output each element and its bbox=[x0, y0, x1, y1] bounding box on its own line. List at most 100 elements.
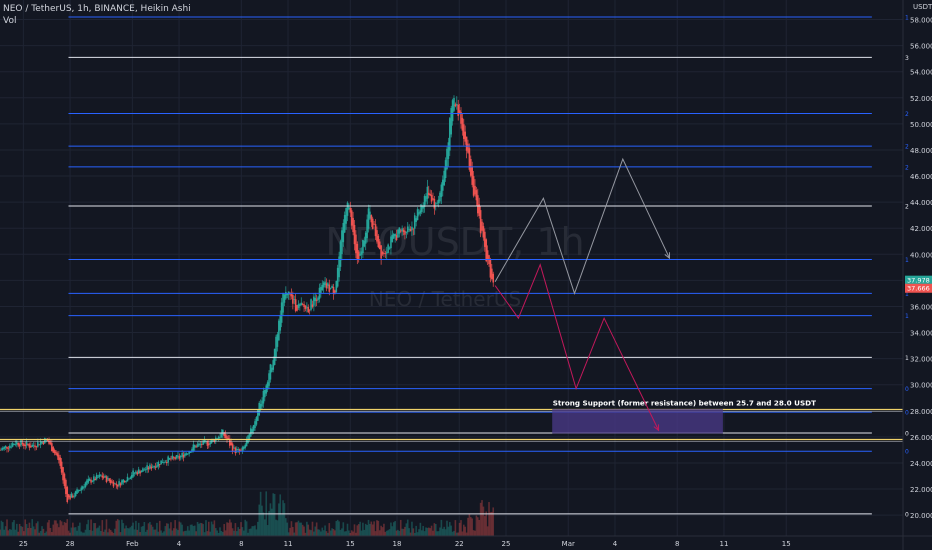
volume-bar bbox=[111, 531, 113, 536]
volume-bar bbox=[2, 522, 4, 536]
candle-body bbox=[430, 194, 433, 202]
volume-bar bbox=[366, 524, 368, 536]
candles bbox=[0, 95, 495, 504]
volume-bar bbox=[355, 532, 357, 536]
candle-body bbox=[172, 457, 175, 459]
volume-bar bbox=[42, 528, 45, 536]
volume-bar bbox=[220, 530, 223, 536]
volume-bar bbox=[325, 531, 328, 536]
projections[interactable] bbox=[494, 157, 671, 432]
volume-bar bbox=[210, 521, 213, 536]
volume-bar bbox=[191, 524, 193, 536]
volume-bar bbox=[67, 530, 70, 536]
volume-bar bbox=[254, 525, 256, 536]
volume-bar bbox=[377, 520, 380, 536]
volume-bar bbox=[446, 520, 448, 536]
volume-bar bbox=[181, 524, 183, 536]
candle-body bbox=[265, 385, 268, 394]
candle-body bbox=[109, 479, 112, 484]
candle-body bbox=[48, 440, 50, 444]
support-zone[interactable]: Strong Support (former resistance) betwe… bbox=[0, 398, 903, 442]
volume-bar bbox=[41, 526, 43, 536]
candle-body bbox=[27, 443, 29, 445]
volume-bar bbox=[329, 530, 332, 536]
volume-bar bbox=[128, 528, 130, 536]
fib-level-tag: 1 bbox=[905, 291, 909, 298]
candle-body bbox=[409, 229, 412, 232]
volume-bar bbox=[219, 527, 221, 536]
candle-body bbox=[432, 198, 434, 200]
candle-body bbox=[181, 453, 183, 457]
volume-bar bbox=[17, 531, 20, 536]
volume-bar bbox=[373, 521, 375, 536]
volume-bar bbox=[168, 528, 171, 536]
candle-body bbox=[114, 483, 116, 485]
volume-bar bbox=[481, 500, 483, 536]
candle-body bbox=[311, 304, 314, 307]
last-close-label: 37.666 bbox=[907, 285, 930, 293]
volume-bar bbox=[157, 531, 160, 536]
volume-bar bbox=[404, 526, 406, 536]
candle-body bbox=[17, 442, 20, 446]
bearish-projection bbox=[494, 263, 660, 431]
candle-body bbox=[209, 442, 211, 445]
candle-body bbox=[292, 295, 294, 304]
volume-bar bbox=[342, 522, 345, 536]
candle-body bbox=[153, 465, 155, 468]
volume-bar bbox=[462, 524, 465, 536]
candle-body bbox=[84, 482, 87, 488]
volume-bar bbox=[458, 522, 461, 536]
volume-bar bbox=[94, 523, 97, 536]
y-tick-label: 58.000 bbox=[910, 17, 932, 25]
volume-bar bbox=[212, 524, 214, 536]
volume-bar bbox=[320, 531, 322, 536]
volume-bar bbox=[79, 522, 81, 536]
volume-bar bbox=[7, 530, 10, 536]
volume-bar bbox=[285, 518, 287, 536]
candle-body bbox=[380, 245, 382, 259]
volume-bar bbox=[59, 520, 62, 536]
candle-body bbox=[88, 478, 91, 481]
candle-body bbox=[425, 196, 427, 202]
volume-bar bbox=[16, 523, 18, 536]
candle-body bbox=[455, 104, 458, 106]
volume-bar bbox=[90, 519, 92, 536]
fib-level-tag: 2 bbox=[905, 111, 909, 118]
candle-body bbox=[262, 390, 265, 404]
volume-bar bbox=[488, 502, 490, 536]
candle-body bbox=[356, 243, 359, 260]
volume-bar bbox=[273, 493, 276, 536]
price-axis[interactable]: 20.000 22.000 24.000 26.000 28.000 30.000 32.0… bbox=[902, 0, 932, 550]
volume-bar bbox=[455, 532, 458, 536]
candle-body bbox=[348, 206, 350, 210]
x-tick-label: Feb bbox=[126, 540, 139, 548]
time-axis[interactable]: 25 28 Feb 4 8 11 15 18 22 25 Mar 4 8 11 15 bbox=[0, 535, 932, 548]
volume-bar bbox=[161, 532, 164, 536]
volume-bar bbox=[336, 519, 339, 536]
candle-body bbox=[70, 493, 73, 498]
candle-body bbox=[454, 104, 457, 107]
candle-body bbox=[422, 205, 424, 209]
candle-body bbox=[44, 438, 46, 444]
candle-body bbox=[55, 451, 57, 455]
candle-body bbox=[377, 235, 380, 248]
candle-body bbox=[135, 471, 137, 474]
candle-body bbox=[132, 470, 134, 477]
volume-bar bbox=[236, 531, 238, 536]
grid bbox=[0, 0, 903, 536]
volume-bar bbox=[314, 526, 317, 536]
volume-bar bbox=[408, 528, 410, 536]
candle-body bbox=[108, 478, 111, 481]
candle-body bbox=[179, 456, 182, 458]
y-tick-label: 40.000 bbox=[910, 251, 932, 259]
candle-body bbox=[25, 441, 28, 446]
fib-levels[interactable]: 1 3 2 2 2 2 1 1 1 1 0 0 0 0 0 bbox=[68, 14, 909, 518]
volume-bar bbox=[413, 532, 416, 536]
x-tick-label: 25 bbox=[502, 540, 511, 548]
candle-body bbox=[118, 481, 120, 486]
candle-body bbox=[231, 443, 234, 452]
candle-body bbox=[116, 484, 119, 487]
volume-bar bbox=[240, 522, 242, 536]
